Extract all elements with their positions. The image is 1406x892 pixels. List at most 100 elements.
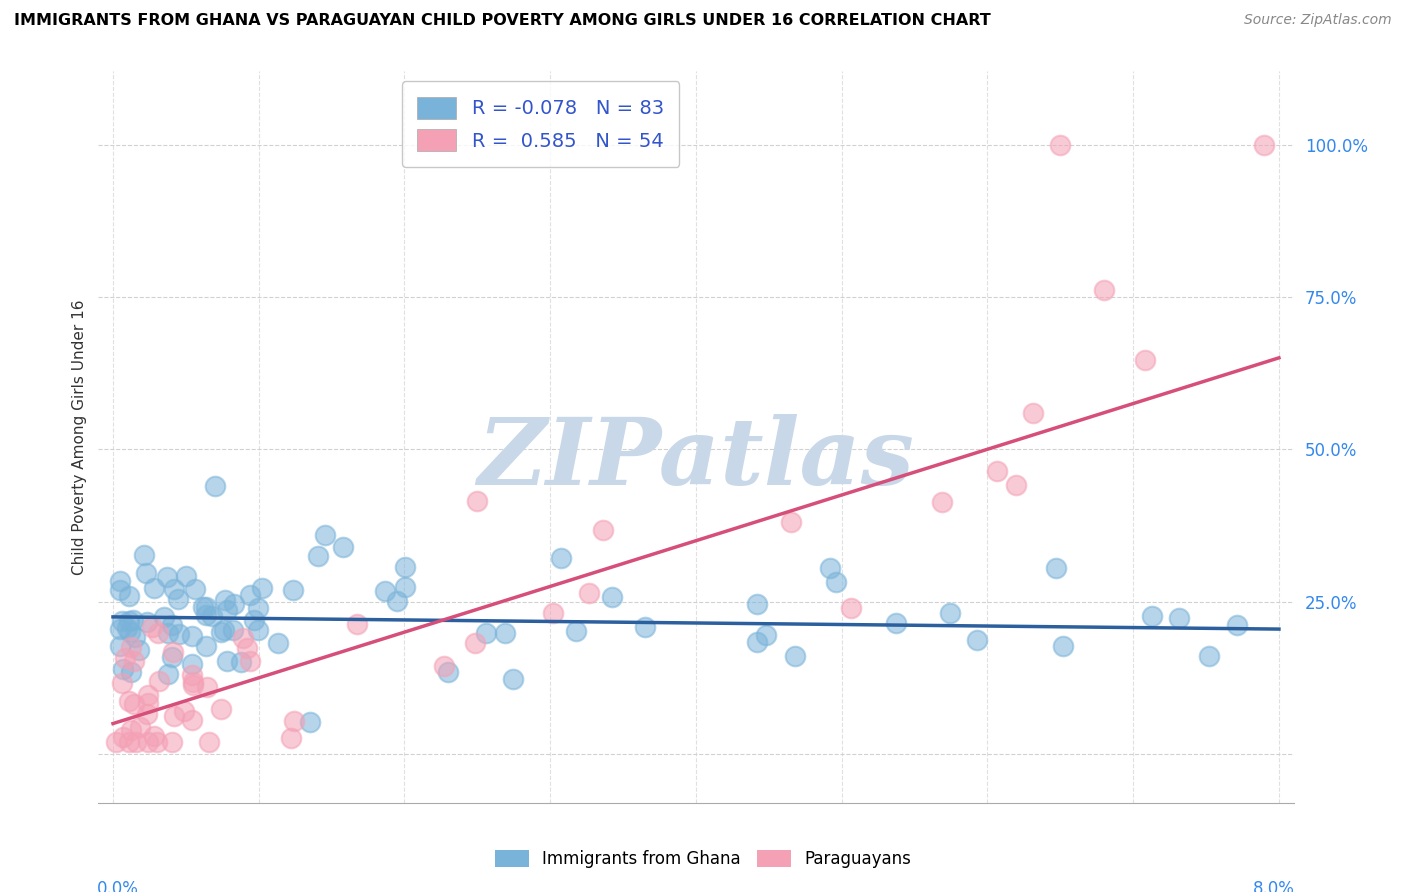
Point [745,597,768,611]
Point [229,655,252,669]
Text: 8.0%: 8.0% [1253,880,1295,892]
Point [465,493,488,508]
Point [136,615,159,629]
Point [152,609,174,624]
Point [157,666,180,681]
Point [886,615,908,630]
Point [239,654,262,668]
Point [148,626,170,640]
Point [839,601,862,615]
Point [145,735,167,749]
Point [1092,283,1115,297]
Y-axis label: Child Poverty Among Girls Under 16: Child Poverty Among Girls Under 16 [72,300,87,574]
Point [173,704,195,718]
Point [124,697,146,711]
Point [780,515,803,529]
Point [180,713,202,727]
Point [502,672,524,686]
Point [136,696,159,710]
Point [464,636,486,650]
Point [195,608,218,623]
Point [163,709,186,723]
Point [1226,617,1249,632]
Point [204,479,226,493]
Point [128,720,150,734]
Point [433,658,456,673]
Point [148,674,170,689]
Point [157,626,180,640]
Point [212,623,235,637]
Point [111,676,134,690]
Point [181,674,204,689]
Point [783,648,806,663]
Point [314,527,336,541]
Point [118,735,141,749]
Text: IMMIGRANTS FROM GHANA VS PARAGUAYAN CHILD POVERTY AMONG GIRLS UNDER 16 CORRELATI: IMMIGRANTS FROM GHANA VS PARAGUAYAN CHIL… [14,13,991,29]
Point [243,614,266,628]
Point [820,561,842,575]
Point [550,550,572,565]
Point [1168,611,1191,625]
Point [346,617,368,632]
Point [181,678,204,692]
Point [474,625,496,640]
Point [176,569,198,583]
Point [118,590,141,604]
Point [111,615,134,629]
Point [110,622,132,636]
Point [267,636,290,650]
Point [135,566,157,581]
Point [1253,137,1275,152]
Point [125,735,148,749]
Point [132,548,155,562]
Point [824,574,846,589]
Legend: R = -0.078   N = 83, R =  0.585   N = 54: R = -0.078 N = 83, R = 0.585 N = 54 [402,81,679,167]
Legend: Immigrants from Ghana, Paraguayans: Immigrants from Ghana, Paraguayans [488,843,918,875]
Point [209,701,232,715]
Point [236,641,259,656]
Point [387,594,409,608]
Point [136,688,159,702]
Point [541,606,564,620]
Text: 0.0%: 0.0% [97,880,139,892]
Point [163,582,186,597]
Point [1005,478,1028,492]
Point [1140,608,1163,623]
Point [394,580,416,594]
Point [118,694,141,708]
Point [986,464,1008,478]
Point [1022,406,1045,420]
Point [169,627,191,641]
Point [143,581,166,595]
Point [250,582,273,596]
Point [754,628,776,642]
Point [181,657,204,672]
Point [122,654,145,668]
Point [1133,353,1156,368]
Point [162,645,184,659]
Point [201,609,224,624]
Point [214,592,236,607]
Point [283,714,305,729]
Point [160,735,183,749]
Point [247,601,270,615]
Point [180,668,202,682]
Point [209,625,232,640]
Point [191,599,214,614]
Point [634,620,657,634]
Point [966,632,988,647]
Point [931,495,953,509]
Point [110,574,132,588]
Point [332,540,354,554]
Point [120,640,142,654]
Point [141,620,163,634]
Point [280,731,302,745]
Point [1198,648,1220,663]
Point [1045,560,1067,574]
Point [217,603,239,617]
Point [215,654,238,668]
Point [118,614,141,628]
Point [239,588,262,602]
Point [494,626,516,640]
Point [1049,137,1071,152]
